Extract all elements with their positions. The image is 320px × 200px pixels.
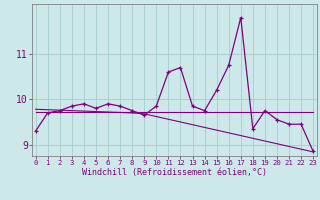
- X-axis label: Windchill (Refroidissement éolien,°C): Windchill (Refroidissement éolien,°C): [82, 168, 267, 177]
